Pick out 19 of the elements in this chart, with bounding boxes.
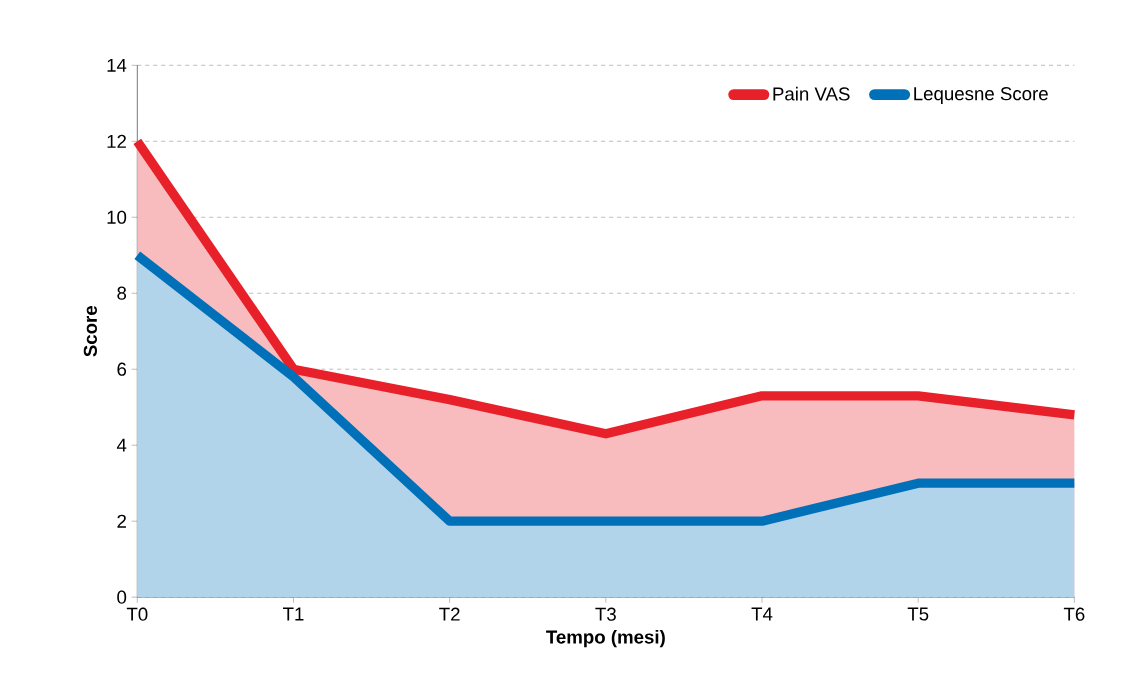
x-tick-label: T5 <box>907 607 929 621</box>
y-tick-label: 2 <box>117 514 126 528</box>
x-tick-label: T4 <box>751 607 773 621</box>
x-tick-label: T2 <box>439 607 460 621</box>
x-tick-label: T6 <box>1063 607 1085 621</box>
y-tick-label: 8 <box>117 286 127 300</box>
y-tick-label: 10 <box>107 210 127 224</box>
y-tick-label: 4 <box>116 438 127 452</box>
legend-label: Pain VAS <box>773 86 850 101</box>
y-tick-label: 0 <box>117 590 127 604</box>
y-axis-title: Score <box>83 306 97 357</box>
x-tick-label: T1 <box>283 607 304 621</box>
y-tick-label: 12 <box>107 134 126 148</box>
x-tick-label: T3 <box>595 607 616 621</box>
y-tick-label: 6 <box>117 362 127 376</box>
y-tick-label: 14 <box>107 58 127 72</box>
x-axis-title: Tempo (mesi) <box>546 630 665 648</box>
legend-label: Lequesne Score <box>914 87 1048 105</box>
x-tick-label: T0 <box>126 607 148 621</box>
